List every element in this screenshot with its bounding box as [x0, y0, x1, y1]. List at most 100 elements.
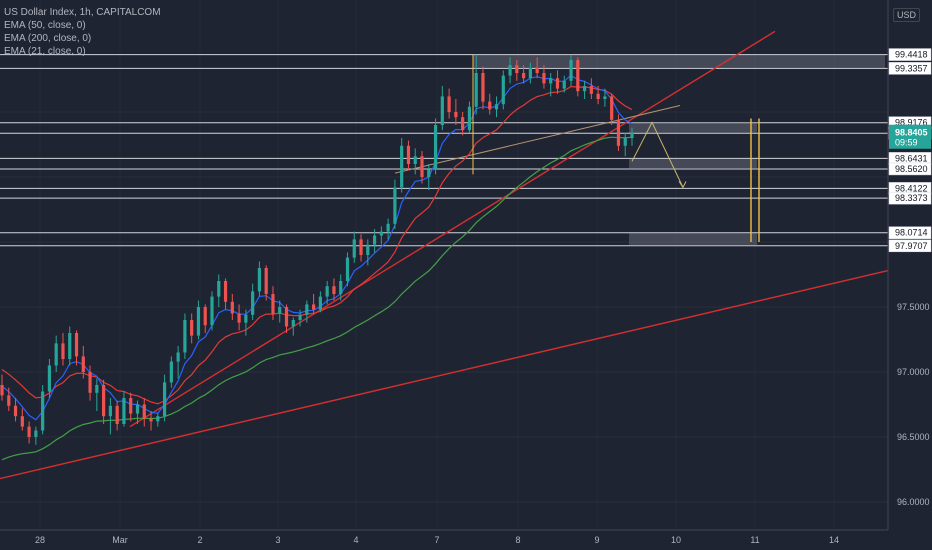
candle-body	[13, 405, 18, 417]
candle-body	[41, 391, 45, 431]
x-tick-label: 2	[197, 535, 202, 545]
candle-body	[278, 307, 282, 314]
candle-body	[190, 320, 194, 336]
candle-body	[589, 86, 593, 94]
candle-body	[535, 67, 539, 73]
candle-body	[345, 257, 350, 281]
candle-body	[88, 372, 92, 393]
candle-body	[162, 382, 167, 417]
candle-body	[494, 104, 499, 110]
candle-body	[156, 416, 160, 422]
price-level-label-bg	[888, 191, 932, 205]
candle-body	[420, 156, 424, 177]
candle-body	[433, 125, 438, 170]
candle-body	[129, 398, 133, 414]
last-price-badge	[889, 124, 931, 149]
candle-body	[515, 65, 519, 73]
candle-body	[244, 314, 248, 323]
countdown-label: 09:59	[895, 138, 918, 148]
y-tick-label: 96.5000	[897, 432, 930, 442]
candle-body	[102, 385, 106, 417]
candle-body	[169, 361, 173, 383]
price-level-label-bg	[888, 62, 932, 75]
range-rectangle	[629, 232, 757, 246]
candle-body	[569, 60, 573, 81]
ema-21-label[interactable]: EMA (21, close, 0)	[4, 46, 86, 57]
x-tick-label: Mar	[112, 535, 128, 545]
candle-body	[461, 117, 465, 131]
ema-50-line	[1, 85, 633, 405]
candle-body	[596, 93, 600, 99]
range-rectangle	[629, 122, 757, 133]
candle-body	[81, 356, 85, 372]
x-tick-label: 3	[275, 535, 280, 545]
x-tick-label: 8	[515, 535, 520, 545]
candle-body	[217, 281, 221, 297]
candle-body	[481, 73, 485, 102]
candle-body	[562, 80, 566, 89]
price-level-label: 98.4122	[895, 183, 928, 193]
candle-body	[203, 307, 207, 326]
candle-body	[440, 96, 444, 125]
candle-body	[630, 132, 634, 138]
candle-body	[555, 78, 560, 89]
price-level-label-bg	[888, 48, 932, 61]
candle-body	[305, 304, 309, 315]
candle-body	[27, 426, 31, 437]
x-tick-label: 7	[434, 535, 439, 545]
candle-body	[54, 343, 58, 366]
candle-body	[447, 96, 451, 112]
trend-lines	[0, 30, 889, 480]
y-tick-label: 97.0000	[897, 367, 930, 377]
candle-body	[61, 343, 65, 359]
candle-body	[413, 156, 417, 164]
price-level-label: 99.4418	[895, 50, 928, 60]
candle-body	[542, 73, 546, 84]
candle-body	[135, 404, 140, 414]
indicator-legend: US Dollar Index, 1h, CAPITALCOM EMA (50,…	[4, 6, 161, 58]
neckline	[394, 105, 681, 174]
candle-body	[47, 365, 52, 392]
candle-body	[251, 291, 255, 315]
price-level-label: 98.9176	[895, 118, 928, 128]
candles	[0, 54, 634, 445]
y-tick-label: 96.0000	[897, 497, 930, 507]
candle-body	[68, 333, 72, 359]
candle-body	[108, 405, 112, 417]
candle-body	[142, 404, 146, 419]
ema-200-label[interactable]: EMA (200, close, 0)	[4, 33, 92, 44]
candle-body	[237, 313, 241, 323]
candle-body	[122, 398, 126, 424]
candle-body	[183, 320, 187, 353]
symbol-title: US Dollar Index, 1h, CAPITALCOM	[4, 7, 161, 18]
candle-body	[474, 73, 478, 107]
x-tick-label: 10	[671, 535, 681, 545]
candle-body	[325, 286, 329, 297]
currency-badge[interactable]: USD	[892, 8, 920, 22]
x-tick-label: 4	[353, 535, 358, 545]
candle-body	[454, 112, 458, 118]
price-axis: 96.0000 96.5000 97.0000 97.5000 99.4418 99.33…	[887, 0, 932, 550]
x-tick-label: 14	[829, 535, 839, 545]
range-rectangle	[629, 158, 757, 170]
candle-body	[427, 169, 431, 177]
ema-50-label[interactable]: EMA (50, close, 0)	[4, 20, 86, 31]
x-tick-label: 9	[594, 535, 599, 545]
candle-body	[528, 67, 532, 79]
grid	[0, 111, 888, 503]
price-level-label-bg	[888, 162, 932, 176]
price-level-label: 98.3373	[895, 193, 928, 203]
candle-body	[95, 385, 99, 393]
price-axis-background	[888, 0, 932, 550]
candle-body	[379, 231, 383, 236]
price-level-lines	[0, 54, 888, 247]
candle-body	[508, 65, 512, 76]
ema-21-line	[1, 74, 633, 421]
candle-body	[576, 60, 580, 92]
candle-body	[271, 294, 275, 314]
range-rectangles	[473, 54, 885, 246]
price-level-label: 98.5620	[895, 164, 928, 174]
projection-arrow-head	[678, 181, 687, 189]
